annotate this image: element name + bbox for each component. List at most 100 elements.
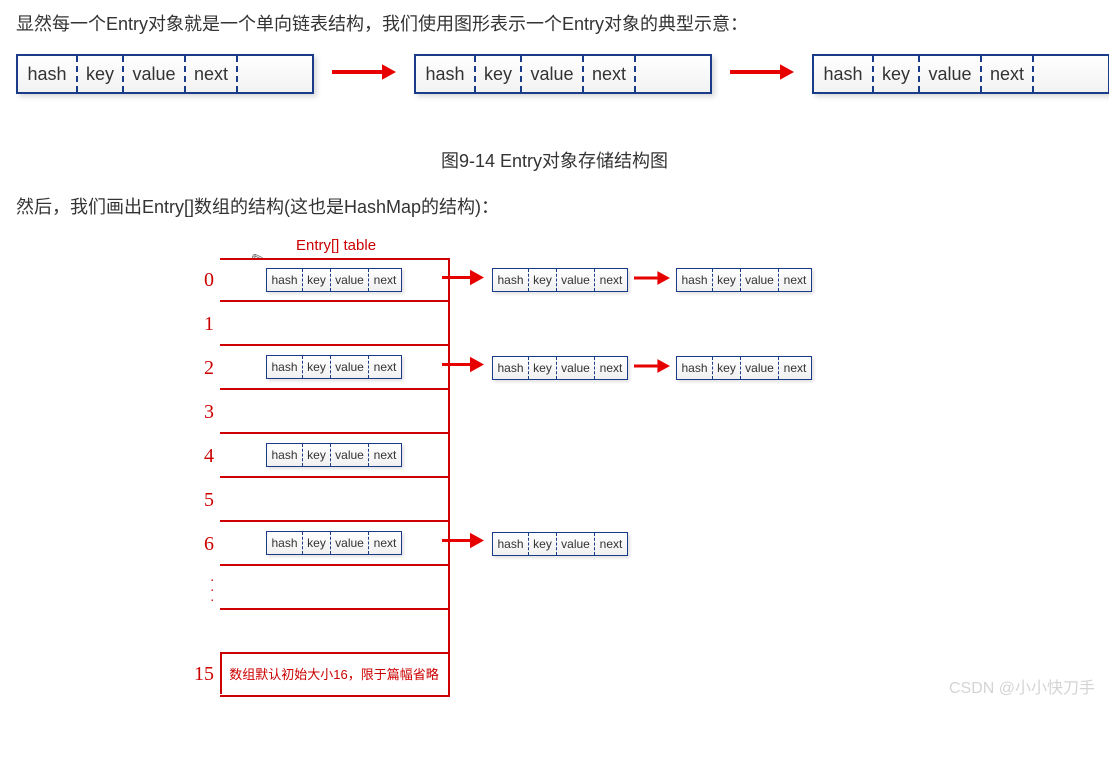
pencil-icon: ✎ xyxy=(249,0,1071,273)
entry-field-value: value xyxy=(741,357,779,379)
hash-table-body: 0hashkeyvaluenext hashkeyvaluenext hashk… xyxy=(186,258,1093,694)
entry-field-next: next xyxy=(369,444,401,466)
entry-field-hash: hash xyxy=(267,444,303,466)
table-row: ... xyxy=(186,566,1093,610)
entry-field-key: key xyxy=(529,533,557,555)
entry-field-next: next xyxy=(584,56,636,92)
bucket-cell xyxy=(220,478,450,522)
entry-field-key: key xyxy=(303,269,331,291)
entry-field-hash: hash xyxy=(267,356,303,378)
bucket-cell: hashkeyvaluenext xyxy=(220,258,450,302)
entry-field-key: key xyxy=(713,269,741,291)
arrow-icon xyxy=(634,359,670,378)
entry-field-value: value xyxy=(331,444,369,466)
watermark: CSDN @小小快刀手 xyxy=(949,674,1095,698)
entry-node: hashkeyvaluenext xyxy=(492,532,628,556)
table-title: Entry[] table xyxy=(296,237,1093,254)
entry-field-key: key xyxy=(529,269,557,291)
entry-chain: hashkeyvaluenext xyxy=(492,532,628,556)
entry-chain: hashkeyvaluenext hashkeyvaluenext xyxy=(492,268,812,292)
index-label: 6 xyxy=(186,533,214,556)
index-label: 5 xyxy=(186,489,214,512)
entry-chain: hashkeyvaluenext hashkeyvaluenext xyxy=(492,356,812,380)
entry-node: hashkeyvaluenext xyxy=(266,443,402,467)
table-row: 4 hashkeyvaluenext xyxy=(186,434,1093,478)
entry-field-key: key xyxy=(713,357,741,379)
index-label: 3 xyxy=(186,401,214,424)
entry-field-value: value xyxy=(331,269,369,291)
index-label: 15 xyxy=(186,663,214,686)
entry-field-next: next xyxy=(595,357,627,379)
index-label: 1 xyxy=(186,313,214,336)
entry-field-value: value xyxy=(557,357,595,379)
entry-field-key: key xyxy=(476,56,522,92)
entry-pad xyxy=(1034,56,1108,92)
entry-pad xyxy=(238,56,312,92)
entry-field-value: value xyxy=(920,56,982,92)
bucket-cell: hashkeyvaluenext xyxy=(220,522,450,566)
entry-field-hash: hash xyxy=(267,532,303,554)
arrow-icon xyxy=(442,533,484,554)
entry-node: hashkeyvaluenext xyxy=(16,54,314,94)
entry-node: hashkeyvaluenext xyxy=(266,268,402,292)
bucket-cell: hashkeyvaluenext xyxy=(220,434,450,478)
entry-field-key: key xyxy=(529,357,557,379)
entry-node: hashkeyvaluenext xyxy=(492,268,628,292)
index-label: ... xyxy=(186,573,214,603)
entry-pad xyxy=(636,56,710,92)
entry-field-value: value xyxy=(522,56,584,92)
bucket-cell xyxy=(220,302,450,346)
entry-node: hashkeyvaluenext xyxy=(414,54,712,94)
arrow-icon xyxy=(332,61,396,88)
table-row: 5 xyxy=(186,478,1093,522)
entry-field-hash: hash xyxy=(18,56,78,92)
table-row: 0hashkeyvaluenext hashkeyvaluenext hashk… xyxy=(186,258,1093,302)
entry-field-next: next xyxy=(186,56,238,92)
entry-field-hash: hash xyxy=(267,269,303,291)
sub-text: 然后，我们画出Entry[]数组的结构(这也是HashMap的结构)： xyxy=(16,193,1093,219)
table-row: 6 hashkeyvaluenext hashkeyvaluenext xyxy=(186,522,1093,566)
entry-field-hash: hash xyxy=(493,357,529,379)
entry-field-next: next xyxy=(779,269,811,291)
entry-field-hash: hash xyxy=(677,269,713,291)
entry-node: hashkeyvaluenext xyxy=(676,356,812,380)
bucket-cell xyxy=(220,566,450,610)
entry-field-next: next xyxy=(369,269,401,291)
entry-field-hash: hash xyxy=(493,533,529,555)
entry-field-key: key xyxy=(303,356,331,378)
entry-field-next: next xyxy=(982,56,1034,92)
entry-field-value: value xyxy=(124,56,186,92)
bucket-cell xyxy=(220,610,450,654)
index-label: 0 xyxy=(186,269,214,292)
entry-field-next: next xyxy=(595,533,627,555)
entry-field-next: next xyxy=(779,357,811,379)
index-label: 4 xyxy=(186,445,214,468)
entry-node: hashkeyvaluenext xyxy=(266,531,402,555)
table-row: 3 xyxy=(186,390,1093,434)
entry-field-key: key xyxy=(303,444,331,466)
entry-field-hash: hash xyxy=(416,56,476,92)
entry-node: hashkeyvaluenext xyxy=(676,268,812,292)
entry-field-hash: hash xyxy=(677,357,713,379)
entry-field-next: next xyxy=(595,269,627,291)
entry-node: hashkeyvaluenext xyxy=(492,356,628,380)
entry-field-key: key xyxy=(78,56,124,92)
entry-field-value: value xyxy=(331,356,369,378)
arrow-icon xyxy=(442,270,484,291)
entry-field-value: value xyxy=(741,269,779,291)
entry-node: hashkeyvaluenext xyxy=(812,54,1109,94)
entry-field-next: next xyxy=(369,532,401,554)
entry-field-key: key xyxy=(874,56,920,92)
hashmap-table-diagram: Entry[] table 0hashkeyvaluenext hashkeyv… xyxy=(186,237,1093,694)
arrow-icon xyxy=(634,271,670,290)
bucket-cell: hashkeyvaluenext xyxy=(220,346,450,390)
table-row: 2hashkeyvaluenext hashkeyvaluenext hashk… xyxy=(186,346,1093,390)
arrow-icon xyxy=(442,357,484,378)
entry-field-hash: hash xyxy=(493,269,529,291)
entry-node: hashkeyvaluenext xyxy=(266,355,402,379)
entry-field-key: key xyxy=(303,532,331,554)
big-linked-list: hashkeyvaluenext hashkeyvaluenext hashke… xyxy=(16,54,1093,94)
entry-field-next: next xyxy=(369,356,401,378)
entry-field-value: value xyxy=(557,269,595,291)
table-row: 1 xyxy=(186,302,1093,346)
